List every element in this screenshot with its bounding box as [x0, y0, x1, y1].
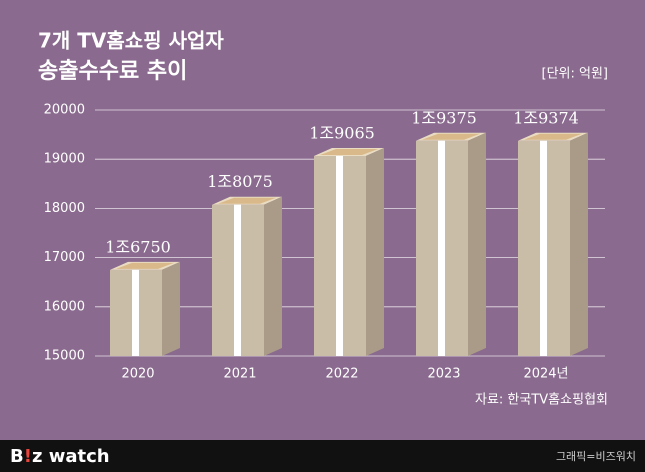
stack-side [468, 132, 486, 356]
bill [116, 262, 174, 269]
stack-side [264, 196, 282, 356]
bill [422, 133, 480, 140]
unit-label: [단위: 억원] [542, 67, 609, 82]
y-tick-label: 16000 [44, 299, 85, 314]
stack-side [162, 261, 180, 356]
chart-subtitle: 송출수수료 추이 [38, 59, 187, 84]
stack-band [438, 140, 445, 356]
y-tick-label: 15000 [44, 349, 85, 364]
x-tick-label: 2021 [223, 367, 256, 382]
bill [218, 197, 276, 204]
value-label: 1조8075 [207, 172, 273, 191]
value-label: 1조9374 [513, 108, 579, 127]
stack-side [366, 148, 384, 356]
x-tick-label: 2022 [325, 367, 358, 382]
x-tick-label: 2020 [121, 367, 154, 382]
stack-side [570, 132, 588, 356]
value-label: 1조9375 [411, 108, 477, 127]
logo: B!z watch [10, 446, 110, 467]
logo-part: ! [24, 446, 32, 467]
footer-bar [0, 440, 645, 472]
y-tick-label: 20000 [44, 103, 85, 118]
y-tick-label: 17000 [44, 250, 85, 265]
logo-part: z watch [32, 446, 110, 467]
value-label: 1조9065 [309, 124, 375, 143]
value-label: 1조6750 [105, 237, 171, 256]
x-tick-label: 2024년 [523, 367, 568, 382]
bill [320, 149, 378, 156]
logo-part: B [10, 446, 24, 467]
stack-band [540, 140, 547, 356]
stack-band [234, 204, 241, 356]
credit: 그래픽=비즈워치 [556, 450, 636, 463]
source: 자료: 한국TV홈쇼핑협회 [475, 393, 608, 408]
x-tick-label: 2023 [427, 367, 460, 382]
bill [524, 133, 582, 140]
y-tick-label: 19000 [44, 152, 85, 167]
stack-band [132, 269, 139, 356]
stack-band [336, 156, 343, 356]
chart-title: 7개 TV홈쇼핑 사업자 [38, 29, 224, 53]
y-tick-label: 18000 [44, 201, 85, 216]
